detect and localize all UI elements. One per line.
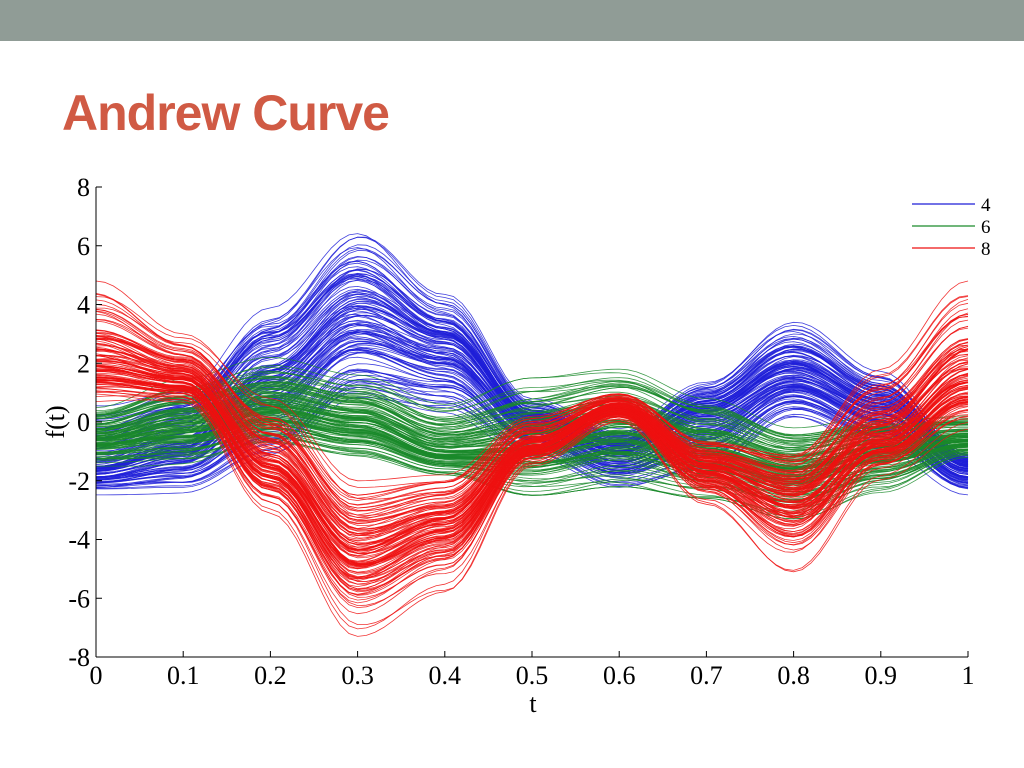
series-8-curve [95,393,969,637]
series-8-curve [95,388,969,625]
series-8-curve [95,310,969,506]
series-8-curve [95,354,969,535]
y-tick-label: -6 [68,584,90,613]
x-tick-label: 0.7 [690,661,723,690]
series-8-curve [95,293,969,519]
series-8-curve [95,335,969,506]
x-tick-label: 0.9 [865,661,898,690]
y-tick-label: 8 [77,173,90,202]
series-6-curve [95,372,969,444]
series-8-curve [96,364,969,566]
series-6-curve [95,366,969,453]
series-8-curves [95,280,969,637]
y-tick-label: 4 [77,291,90,320]
slide-header-bar [0,0,1024,41]
x-axis-label: t [529,689,537,718]
series-6-curve [95,368,969,429]
legend-label-8: 8 [981,239,991,260]
x-tick-label: 0.1 [167,661,200,690]
series-8-curve [95,310,969,518]
legend-label-4: 4 [981,195,991,216]
legend-label-6: 6 [981,217,991,238]
y-tick-label: 2 [77,349,90,378]
series-8-curve [95,374,969,567]
series-8-curve [95,338,969,530]
y-tick-label: -4 [68,526,90,555]
y-tick-label: -8 [68,643,90,672]
series-4-curve [95,256,969,459]
legend: 468 [912,195,991,260]
ticks-layer: 0 0.1 0.2 0.3 0.4 0.5 0.6 0.7 0.8 0.9 1 8 6 4 2 0 -2 -4 -6… [68,173,974,690]
series-8-curve [95,380,969,580]
series-8-curve [95,380,969,574]
x-tick-label: 0.5 [516,661,549,690]
series-8-curve [95,359,969,529]
series-8-curve [95,355,969,525]
series-8-curve [95,342,969,565]
series-8-curve [95,320,969,501]
y-tick-label: 0 [77,408,90,437]
y-axis-label: f(t) [41,405,70,438]
series-8-curve [95,383,969,588]
x-tick-label: 0 [90,661,103,690]
series-6-curve [95,384,969,436]
y-tick-label: 6 [77,232,90,261]
series-8-curve [95,376,969,598]
series-8-curve [95,340,969,550]
curves-layer [95,233,969,637]
slide-title: Andrew Curve [62,85,390,141]
series-8-curve [95,399,969,601]
x-tick-label: 0.8 [777,661,810,690]
x-tick-label: 1 [962,661,975,690]
x-tick-label: 0.6 [603,661,636,690]
series-8-curve [95,381,969,609]
series-8-curve [95,379,969,579]
series-8-curve [95,319,969,496]
y-tick-label: -2 [68,467,90,496]
series-8-curve [95,377,969,565]
x-tick-label: 0.2 [254,661,287,690]
x-tick-label: 0.4 [429,661,462,690]
x-tick-label: 0.3 [341,661,374,690]
series-8-curve [95,349,969,516]
